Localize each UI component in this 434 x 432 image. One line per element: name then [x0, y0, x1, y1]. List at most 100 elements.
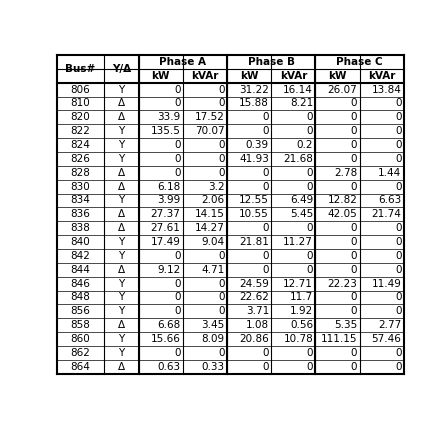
- Text: 0: 0: [306, 348, 313, 358]
- Text: 0: 0: [395, 348, 401, 358]
- Text: 0: 0: [174, 348, 181, 358]
- Text: 0: 0: [174, 306, 181, 316]
- Text: Y: Y: [118, 251, 125, 261]
- Text: kVAr: kVAr: [279, 71, 307, 81]
- Text: 0: 0: [306, 126, 313, 136]
- Text: 111.15: 111.15: [321, 334, 357, 344]
- Text: 0: 0: [351, 223, 357, 233]
- Text: kW: kW: [151, 71, 170, 81]
- Text: 8.21: 8.21: [290, 98, 313, 108]
- Text: Phase B: Phase B: [248, 57, 295, 67]
- Text: 0: 0: [351, 140, 357, 150]
- Text: 27.37: 27.37: [151, 210, 181, 219]
- Text: 21.81: 21.81: [239, 237, 269, 247]
- Text: 10.78: 10.78: [283, 334, 313, 344]
- Text: Δ: Δ: [118, 98, 125, 108]
- Text: 3.45: 3.45: [201, 320, 225, 330]
- Text: Y: Y: [118, 306, 125, 316]
- Text: 24.59: 24.59: [239, 279, 269, 289]
- Text: 0: 0: [395, 140, 401, 150]
- Text: 3.71: 3.71: [246, 306, 269, 316]
- Text: 9.04: 9.04: [202, 237, 225, 247]
- Text: 840: 840: [71, 237, 90, 247]
- Text: 13.84: 13.84: [372, 85, 401, 95]
- Text: 0: 0: [395, 362, 401, 372]
- Text: 0: 0: [306, 168, 313, 178]
- Text: 2.78: 2.78: [334, 168, 357, 178]
- Text: 0: 0: [395, 306, 401, 316]
- Text: 822: 822: [71, 126, 91, 136]
- Text: Phase A: Phase A: [159, 57, 207, 67]
- Text: 0: 0: [306, 223, 313, 233]
- Text: 0: 0: [218, 292, 225, 302]
- Text: 21.74: 21.74: [372, 210, 401, 219]
- Text: 14.27: 14.27: [195, 223, 225, 233]
- Text: 8.09: 8.09: [202, 334, 225, 344]
- Text: 862: 862: [71, 348, 91, 358]
- Text: Bus#: Bus#: [66, 64, 96, 74]
- Text: 12.82: 12.82: [327, 195, 357, 206]
- Text: 0: 0: [218, 98, 225, 108]
- Text: kW: kW: [240, 71, 258, 81]
- Text: 10.55: 10.55: [239, 210, 269, 219]
- Text: Y: Y: [118, 348, 125, 358]
- Text: 0: 0: [174, 85, 181, 95]
- Text: 21.68: 21.68: [283, 154, 313, 164]
- Text: 0: 0: [218, 85, 225, 95]
- Text: 864: 864: [71, 362, 91, 372]
- Text: Y/Δ: Y/Δ: [112, 64, 131, 74]
- Text: 0: 0: [395, 112, 401, 122]
- Text: Δ: Δ: [118, 223, 125, 233]
- Text: 0: 0: [306, 181, 313, 191]
- Text: 26.07: 26.07: [328, 85, 357, 95]
- Text: 3.99: 3.99: [157, 195, 181, 206]
- Text: 0: 0: [174, 154, 181, 164]
- Text: 834: 834: [71, 195, 91, 206]
- Text: 6.49: 6.49: [290, 195, 313, 206]
- Text: 0: 0: [174, 140, 181, 150]
- Text: Y: Y: [118, 154, 125, 164]
- Text: 6.18: 6.18: [157, 181, 181, 191]
- Text: 0: 0: [395, 98, 401, 108]
- Text: 0: 0: [174, 279, 181, 289]
- Text: 0: 0: [263, 362, 269, 372]
- Text: 820: 820: [71, 112, 90, 122]
- Text: Δ: Δ: [118, 168, 125, 178]
- Text: 0: 0: [351, 348, 357, 358]
- Text: 0: 0: [351, 181, 357, 191]
- Text: 0.39: 0.39: [246, 140, 269, 150]
- Text: 1.08: 1.08: [246, 320, 269, 330]
- Text: 1.44: 1.44: [378, 168, 401, 178]
- Text: 858: 858: [71, 320, 91, 330]
- Text: Y: Y: [118, 85, 125, 95]
- Text: 16.14: 16.14: [283, 85, 313, 95]
- Text: 0: 0: [263, 112, 269, 122]
- Text: 0: 0: [351, 154, 357, 164]
- Text: Δ: Δ: [118, 210, 125, 219]
- Text: 20.86: 20.86: [239, 334, 269, 344]
- Text: 0: 0: [263, 348, 269, 358]
- Text: 0: 0: [218, 154, 225, 164]
- Text: 31.22: 31.22: [239, 85, 269, 95]
- Text: 0.56: 0.56: [290, 320, 313, 330]
- Text: Y: Y: [118, 126, 125, 136]
- Text: 0: 0: [351, 126, 357, 136]
- Text: kVAr: kVAr: [368, 71, 395, 81]
- Text: 22.23: 22.23: [327, 279, 357, 289]
- Text: 27.61: 27.61: [151, 223, 181, 233]
- Text: 0: 0: [263, 126, 269, 136]
- Text: 0: 0: [306, 112, 313, 122]
- Text: 826: 826: [71, 154, 91, 164]
- Text: Y: Y: [118, 292, 125, 302]
- Text: 828: 828: [71, 168, 91, 178]
- Text: 0: 0: [174, 98, 181, 108]
- Text: 0: 0: [218, 168, 225, 178]
- Text: 0: 0: [395, 154, 401, 164]
- Text: 810: 810: [71, 98, 90, 108]
- Text: 33.9: 33.9: [157, 112, 181, 122]
- Text: 5.35: 5.35: [334, 320, 357, 330]
- Text: 0: 0: [174, 168, 181, 178]
- Text: 0: 0: [218, 279, 225, 289]
- Text: 15.88: 15.88: [239, 98, 269, 108]
- Text: 830: 830: [71, 181, 90, 191]
